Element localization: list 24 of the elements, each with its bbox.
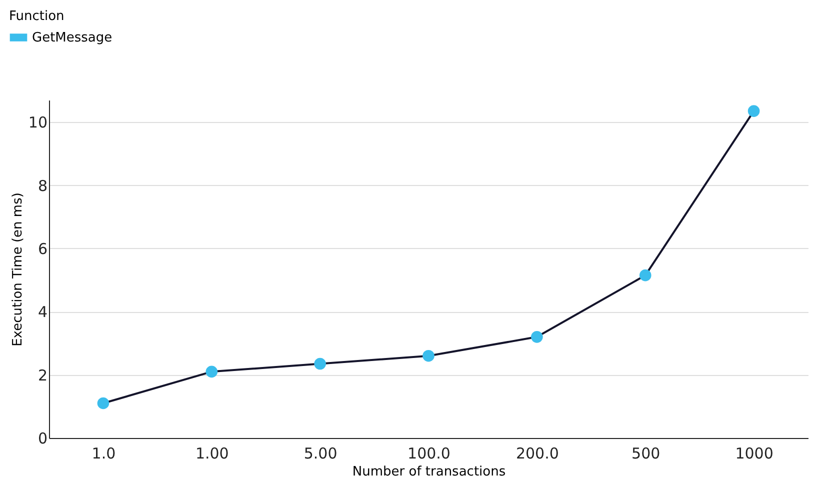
x-tick-label: 100.0 bbox=[408, 444, 450, 462]
point bbox=[639, 269, 652, 282]
x-tick-label: 1.0 bbox=[92, 444, 116, 462]
y-tick-label: 0 bbox=[38, 430, 48, 448]
y-tick-label: 6 bbox=[38, 240, 48, 258]
x-tick-label: 1.00 bbox=[195, 444, 229, 462]
legend-label: GetMessage bbox=[32, 30, 112, 46]
point bbox=[314, 358, 326, 370]
point bbox=[531, 331, 543, 343]
x-tick-label: 500 bbox=[632, 444, 660, 462]
y-axis-title: Execution Time (en ms) bbox=[10, 192, 26, 346]
y-tick-label: 2 bbox=[38, 366, 48, 384]
point bbox=[422, 350, 434, 362]
x-tick-label: 200.0 bbox=[516, 444, 559, 462]
point bbox=[97, 397, 110, 410]
y-tick-label: 10 bbox=[28, 114, 48, 132]
y-tick-label: 8 bbox=[38, 176, 48, 195]
x-tick-label: 1000 bbox=[735, 444, 774, 462]
y-tick-label: 4 bbox=[38, 303, 48, 322]
x-tick-label: 5.00 bbox=[304, 444, 338, 462]
point bbox=[206, 366, 218, 378]
legend-title: Function bbox=[9, 9, 64, 24]
x-axis-title: Number of transactions bbox=[352, 464, 506, 480]
point bbox=[748, 105, 760, 117]
